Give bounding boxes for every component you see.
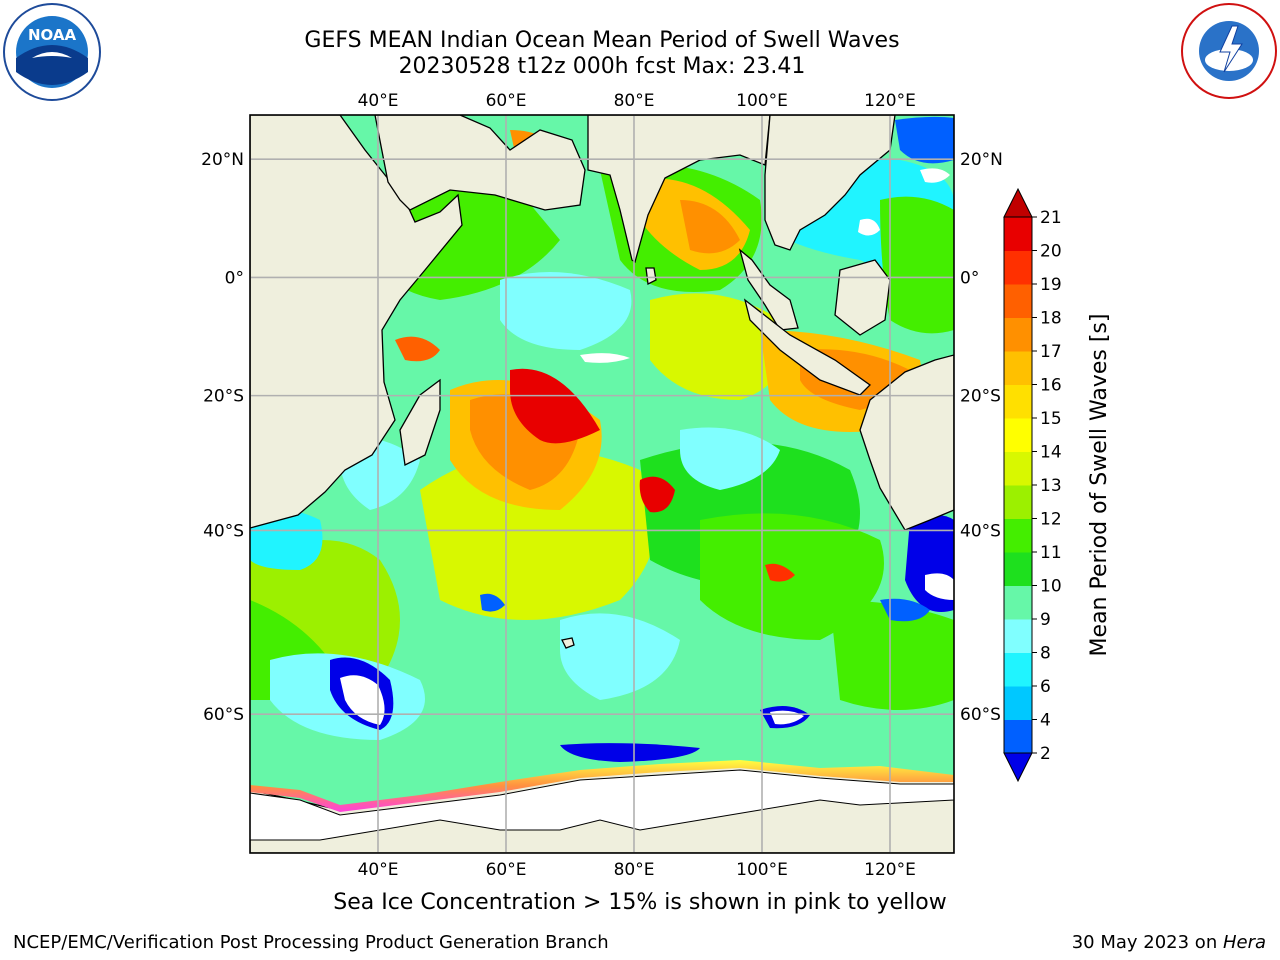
kerguelen-land <box>561 637 575 649</box>
colorbar-tick-label: 6 <box>1040 677 1051 697</box>
y-tick-label-left: 20°S <box>203 387 244 407</box>
colorbar-tick-label: 13 <box>1040 476 1062 496</box>
colorbar-block <box>1004 719 1032 754</box>
colorbar-tick-label: 11 <box>1040 543 1062 563</box>
colorbar-tick-label: 19 <box>1040 275 1062 295</box>
colorbar-block <box>1004 451 1032 486</box>
footer-date-text: 30 May 2023 on <box>1071 932 1223 953</box>
axis-tick-labels: 40°E 40°E 60°E 60°E 80°E 80°E 100°E 100°E 120°E 1… <box>201 91 1003 880</box>
colorbar-block <box>1004 351 1032 385</box>
graticule <box>250 115 954 853</box>
colorbar-tick-label: 8 <box>1040 644 1051 664</box>
colorbar-block <box>1004 418 1032 452</box>
y-tick-label-right: 40°S <box>960 521 1001 541</box>
colorbar-extend-max <box>1003 187 1033 218</box>
x-tick-label-bottom: 80°E <box>614 860 655 880</box>
map-plot: 40°E 40°E 60°E 60°E 80°E 80°E 100°E 100°E 120°E 1… <box>201 91 1003 880</box>
colorbar-tick-label: 2 <box>1040 744 1051 764</box>
nws-logo <box>1180 2 1278 100</box>
sea-ice-edge <box>250 760 954 812</box>
colorbar-block <box>1004 250 1032 285</box>
x-tick-label-bottom: 100°E <box>736 860 788 880</box>
y-tick-label-left: 60°S <box>203 705 244 725</box>
sea-ice-caption: Sea Ice Concentration > 15% is shown in … <box>333 890 947 915</box>
borneo-land <box>834 259 891 336</box>
colorbar-tick-label: 14 <box>1040 443 1062 463</box>
x-tick-label-top: 100°E <box>736 91 788 111</box>
chart-subtitle: 20230528 t12z 000h fcst Max: 23.41 <box>398 54 806 79</box>
colorbar-block <box>1004 686 1032 720</box>
colorbar-tick-label: 21 <box>1040 208 1062 228</box>
colorbar-label: Mean Period of Swell Waves [s] <box>1087 314 1112 657</box>
y-tick-label-right: 0° <box>960 268 979 288</box>
colorbar-ticks: 2 4 6 8 9 10 11 12 13 14 15 16 17 18 19 20 21 <box>1032 208 1062 764</box>
x-tick-label-top: 80°E <box>614 91 655 111</box>
madagascar-land <box>399 378 441 466</box>
y-tick-label-left: 40°S <box>203 521 244 541</box>
colorbar-extend-min <box>1003 752 1033 783</box>
map-frame <box>249 114 955 854</box>
colorbar-block <box>1004 652 1032 687</box>
colorbar-tick-label: 12 <box>1040 510 1062 530</box>
colorbar-tick-label: 16 <box>1040 376 1062 396</box>
x-tick-label-bottom: 60°E <box>486 860 527 880</box>
footer-machine: Hera <box>1222 932 1266 953</box>
colorbar-block <box>1004 518 1032 553</box>
y-tick-label-left: 0° <box>225 268 244 288</box>
y-tick-label-right: 20°N <box>960 150 1003 170</box>
colorbar-block <box>1004 619 1032 653</box>
noaa-logo-text: NOAA <box>28 26 77 44</box>
colorbar-tick-label: 17 <box>1040 342 1062 362</box>
colorbar-block <box>1004 317 1032 352</box>
colorbar: 2 4 6 8 9 10 11 12 13 14 15 16 17 18 19 20 21 Mean Perio… <box>1003 187 1112 783</box>
colorbar-block <box>1004 485 1032 519</box>
colorbar-block <box>1004 585 1032 620</box>
arabia-land <box>374 115 586 211</box>
colorbar-block <box>1004 284 1032 318</box>
x-tick-label-top: 120°E <box>864 91 916 111</box>
sri-lanka-land <box>645 267 657 285</box>
x-tick-label-bottom: 120°E <box>864 860 916 880</box>
colorbar-tick-label: 4 <box>1040 711 1051 731</box>
x-tick-label-top: 60°E <box>486 91 527 111</box>
y-tick-label-right: 20°S <box>960 387 1001 407</box>
colorbar-tick-label: 18 <box>1040 309 1062 329</box>
x-tick-label-bottom: 40°E <box>358 860 399 880</box>
colorbar-tick-label: 20 <box>1040 242 1062 262</box>
australia-land <box>859 354 954 531</box>
chart-title: GEFS MEAN Indian Ocean Mean Period of Sw… <box>304 28 900 53</box>
colorbar-tick-label: 15 <box>1040 409 1062 429</box>
y-tick-label-right: 60°S <box>960 705 1001 725</box>
colorbar-block <box>1004 552 1032 586</box>
x-tick-label-top: 40°E <box>358 91 399 111</box>
indochina-land <box>764 115 896 251</box>
noaa-logo: NOAA <box>2 2 102 102</box>
colorbar-tick-label: 9 <box>1040 610 1051 630</box>
footer-date: 30 May 2023 on Hera <box>1072 932 1266 953</box>
colorbar-tick-label: 10 <box>1040 577 1062 597</box>
y-tick-label-left: 20°N <box>201 150 244 170</box>
antarctic-ice-shelf <box>250 769 954 841</box>
colorbar-block <box>1004 217 1032 251</box>
colorbar-block <box>1004 384 1032 419</box>
malay-peninsula-land <box>738 248 799 331</box>
footer-branch: NCEP/EMC/Verification Post Processing Pr… <box>13 932 609 953</box>
colorbar-blocks <box>1003 187 1033 783</box>
